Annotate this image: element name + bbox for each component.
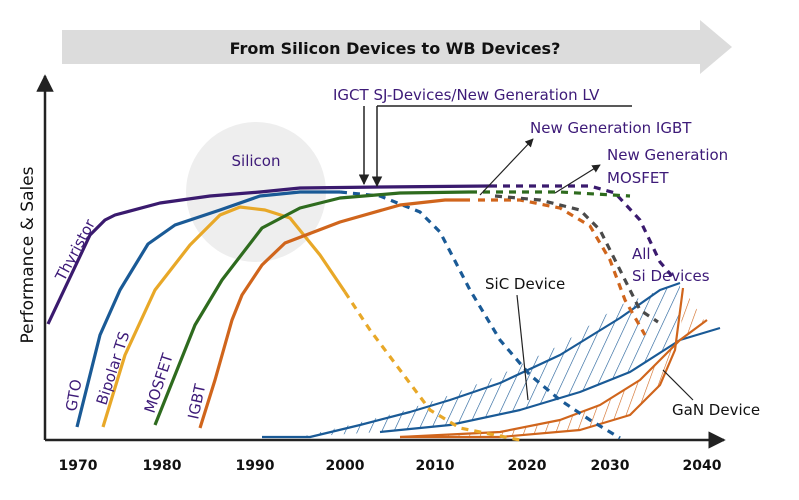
ng-mosfet-label-line1: New Generation: [607, 146, 728, 164]
sic-pointer: [516, 294, 529, 401]
x-tick: 2020: [508, 458, 547, 474]
mosfet-curve: [153, 190, 631, 426]
igct-label: IGCT SJ-Devices/New Generation LV: [333, 86, 600, 104]
gan-pointer: [662, 369, 694, 401]
x-tick: 1990: [236, 458, 275, 474]
sic-band: [262, 281, 721, 439]
gto-label: GTO: [62, 378, 85, 413]
gan-label: GaN Device: [672, 401, 760, 419]
x-tick: 1970: [59, 458, 98, 474]
ng-mosfet-label-line2: MOSFET: [607, 169, 669, 187]
x-tick: 2010: [416, 458, 455, 474]
thyristor-curve: [46, 184, 674, 325]
banner-arrow: From Silicon Devices to WB Devices?: [62, 20, 732, 74]
all-si-label-line2: Si Devices: [632, 267, 710, 285]
silicon-label: Silicon: [232, 152, 281, 170]
x-tick: 2040: [683, 458, 722, 474]
gto-curve: [75, 190, 621, 440]
thyristor-label: Thyristor: [51, 216, 99, 285]
other-si-curve: [494, 194, 659, 324]
x-tick: 2000: [326, 458, 365, 474]
ng-mosfet-arrow: [554, 164, 601, 194]
igct-bracket: [358, 105, 632, 188]
x-tick-labels: 1970 1980 1990 2000 2010 2020 2030 2040: [59, 458, 722, 474]
sic-label: SiC Device: [485, 275, 565, 293]
ng-igbt-label: New Generation IGBT: [530, 119, 692, 137]
x-tick: 1980: [143, 458, 182, 474]
igbt-curve: [198, 198, 647, 429]
x-tick: 2030: [591, 458, 630, 474]
all-si-label-line1: All: [632, 245, 651, 263]
ng-igbt-arrow: [479, 138, 534, 196]
banner-title: From Silicon Devices to WB Devices?: [230, 39, 561, 58]
y-axis-label: Performance & Sales: [18, 166, 38, 343]
